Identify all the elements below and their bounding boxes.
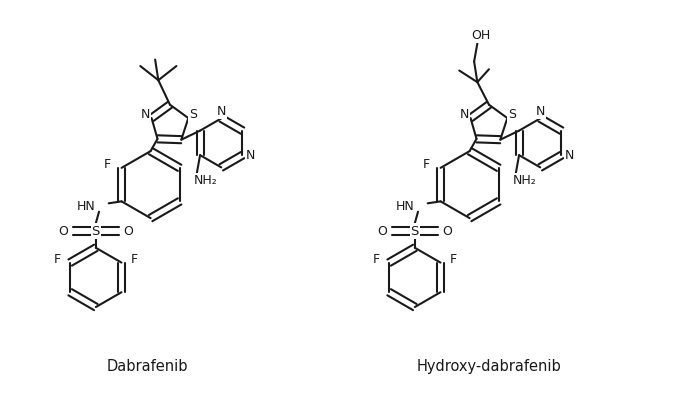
Text: HN: HN xyxy=(396,200,415,213)
Text: Dabrafenib: Dabrafenib xyxy=(107,359,188,374)
Text: O: O xyxy=(377,224,387,237)
Text: N: N xyxy=(535,105,545,118)
Text: S: S xyxy=(508,108,516,121)
Text: N: N xyxy=(460,108,469,121)
Text: F: F xyxy=(54,253,61,266)
Text: S: S xyxy=(92,224,100,237)
Text: S: S xyxy=(190,108,198,121)
Text: O: O xyxy=(59,224,69,237)
Text: F: F xyxy=(104,158,111,171)
Text: F: F xyxy=(423,158,430,171)
Text: Hydroxy-dabrafenib: Hydroxy-dabrafenib xyxy=(416,359,562,374)
Text: N: N xyxy=(140,108,150,121)
Text: O: O xyxy=(123,224,133,237)
Text: HN: HN xyxy=(77,200,96,213)
Text: O: O xyxy=(442,224,452,237)
Text: N: N xyxy=(246,149,256,162)
Text: F: F xyxy=(131,253,138,266)
Text: F: F xyxy=(450,253,457,266)
Text: N: N xyxy=(217,105,226,118)
Text: N: N xyxy=(565,149,574,162)
Text: F: F xyxy=(373,253,380,266)
Text: NH₂: NH₂ xyxy=(193,175,217,187)
Text: OH: OH xyxy=(471,29,490,42)
Text: S: S xyxy=(410,224,419,237)
Text: NH₂: NH₂ xyxy=(512,175,536,187)
